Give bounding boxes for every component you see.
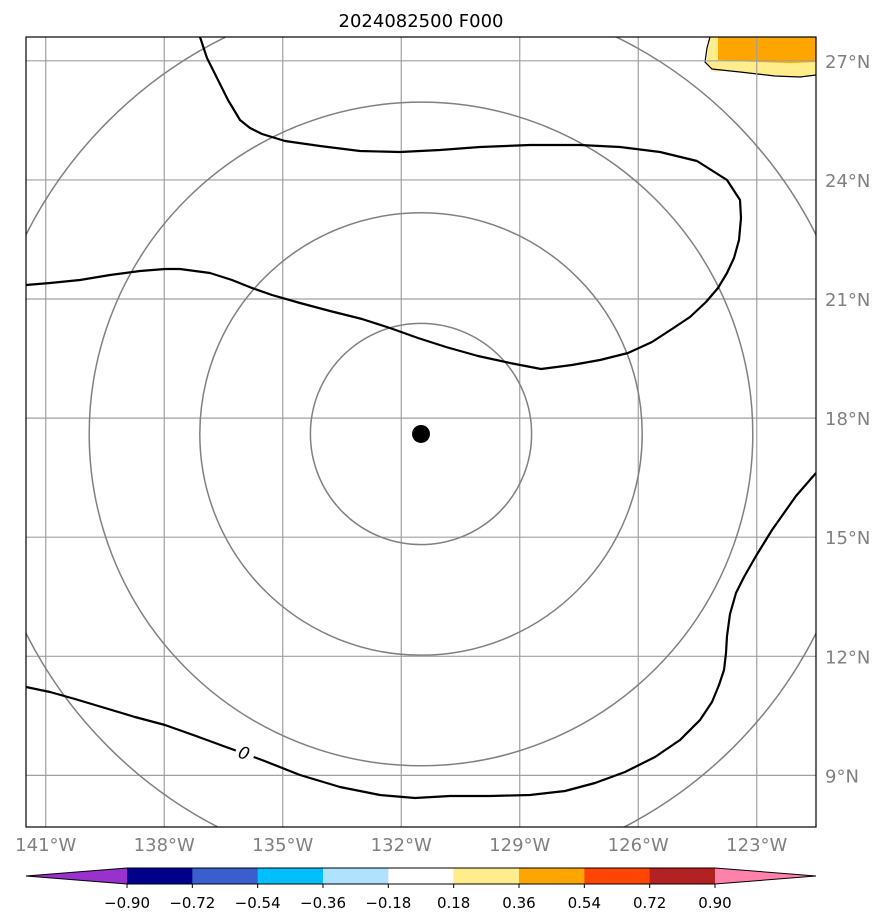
range-ring	[199, 212, 643, 656]
colorbar-tick-label: 0.36	[502, 894, 535, 912]
latitude-label: 9°N	[825, 766, 859, 787]
longitude-label: 129°W	[489, 835, 550, 856]
zero-contour-label-gap	[235, 747, 255, 759]
colorbar-tick-label: 0.54	[568, 894, 601, 912]
colorbar-tick-label: 0.90	[698, 894, 731, 912]
colorbar-segment	[192, 868, 259, 884]
zero-contours	[26, 37, 816, 800]
longitude-label: 123°W	[726, 835, 787, 856]
colorbar-segment	[584, 868, 651, 884]
colorbar-tick-label: −0.72	[169, 894, 215, 912]
latitude-label: 12°N	[825, 647, 870, 668]
longitude-label: 138°W	[134, 835, 195, 856]
colorbar-segment	[323, 868, 389, 884]
colorbar-tick-label: −0.36	[300, 894, 346, 912]
latitude-label: 21°N	[825, 290, 870, 311]
latitude-label: 18°N	[825, 409, 870, 430]
colorbar-segment	[519, 868, 585, 884]
range-rings	[26, 37, 816, 827]
range-ring	[309, 322, 533, 546]
colorbar-extend-high	[715, 868, 816, 884]
zero-contour-north	[26, 37, 743, 371]
map-frame	[25, 36, 817, 828]
zero-contour-south	[26, 472, 816, 800]
colorbar-tick-label: 0.18	[437, 894, 470, 912]
longitude-label: 132°W	[371, 835, 432, 856]
shaded-anomaly-region	[704, 37, 816, 78]
colorbar: −0.90 −0.72 −0.54 −0.36 −0.18 0.18 0.36 0.54 0.7…	[25, 867, 817, 912]
colorbar-segment	[257, 868, 324, 884]
colorbar-segment	[649, 868, 716, 884]
colorbar-tick-label: 0.72	[633, 894, 666, 912]
map-title: 2024082500 F000	[339, 11, 504, 32]
latitude-label: 24°N	[825, 171, 870, 192]
longitude-label: 135°W	[252, 835, 313, 856]
colorbar-extend-low	[26, 868, 127, 884]
colorbar-tick-label: −0.18	[365, 894, 411, 912]
latitude-label: 15°N	[825, 528, 870, 549]
longitude-labels: 141°W 138°W 135°W 132°W 129°W 126°W 123°W	[15, 835, 787, 856]
colorbar-segment	[453, 868, 520, 884]
range-ring	[88, 101, 754, 767]
colorbar-segment	[388, 868, 455, 884]
storm-center-marker	[412, 424, 430, 443]
graticule	[26, 37, 816, 827]
longitude-label: 141°W	[15, 835, 76, 856]
longitude-label: 126°W	[608, 835, 669, 856]
colorbar-tick-label: −0.90	[104, 894, 150, 912]
colorbar-tick-label: −0.54	[235, 894, 281, 912]
latitude-labels: 27°N 24°N 21°N 18°N 15°N 12°N 9°N	[825, 52, 870, 788]
colorbar-segment	[127, 868, 193, 884]
latitude-label: 27°N	[825, 52, 870, 73]
